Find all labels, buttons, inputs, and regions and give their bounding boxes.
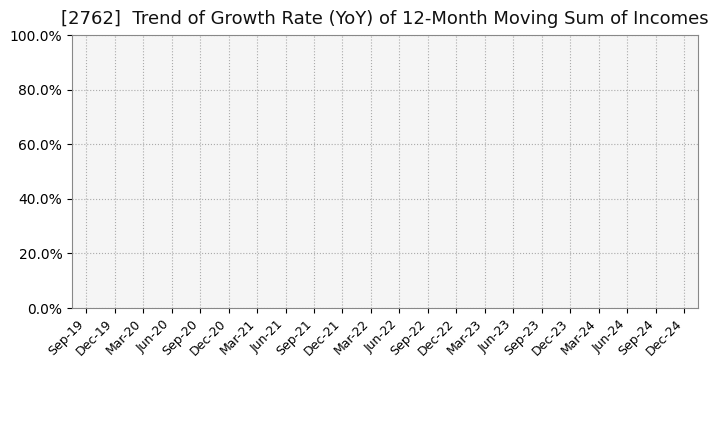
Legend: Ordinary Income Growth Rate, Net Income Growth Rate: Ordinary Income Growth Rate, Net Income …	[131, 434, 639, 440]
Title: [2762]  Trend of Growth Rate (YoY) of 12-Month Moving Sum of Incomes: [2762] Trend of Growth Rate (YoY) of 12-…	[61, 10, 709, 28]
